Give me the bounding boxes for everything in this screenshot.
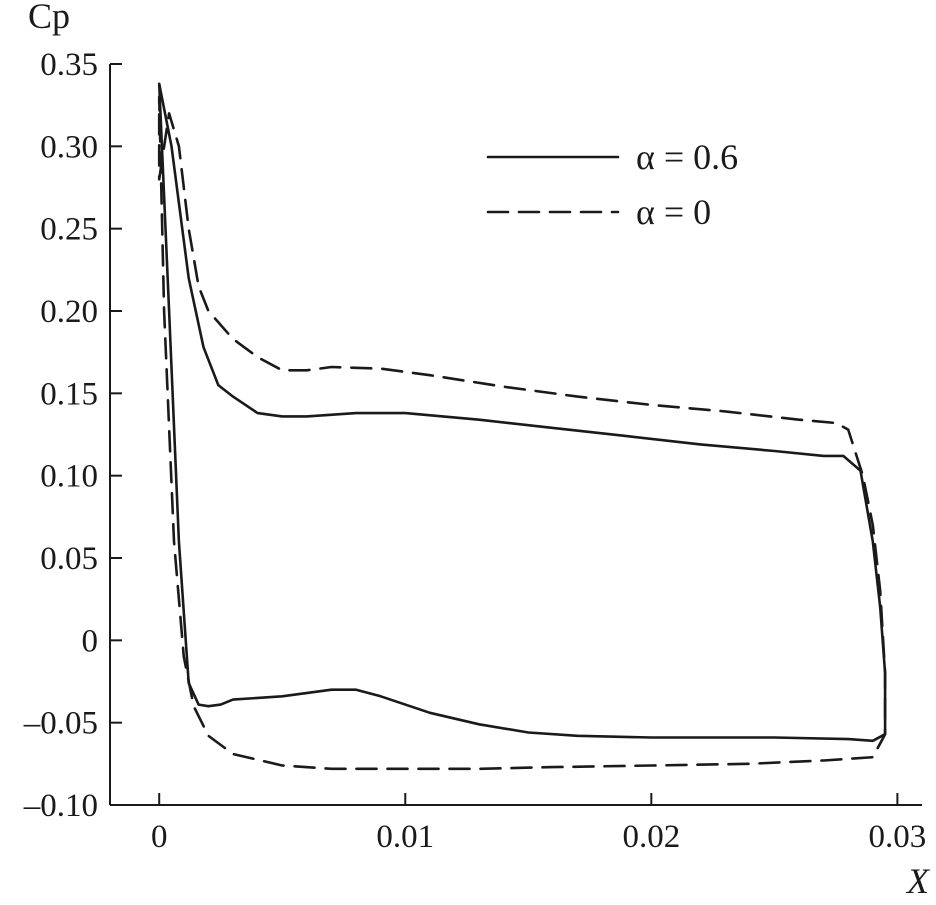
y-tick-label: –0.05 [23, 706, 98, 742]
y-tick-label: 0.30 [40, 129, 98, 165]
y-tick-label: 0.15 [40, 376, 98, 412]
y-tick-label: 0 [82, 623, 99, 659]
x-ticks: 0 0.01 0.02 0.03 [151, 793, 926, 855]
axes [109, 64, 922, 806]
legend-label-alpha-0: α = 0 [636, 192, 711, 232]
y-tick-label: 0.10 [40, 459, 98, 495]
y-axis-title: Cp [28, 0, 70, 36]
y-tick-label: –0.10 [23, 788, 98, 824]
y-tick-label: 0.25 [40, 212, 98, 248]
y-tick-label: 0.20 [40, 294, 98, 330]
x-tick-label: 0.02 [622, 819, 680, 855]
x-tick-label: 0.03 [869, 819, 927, 855]
series-line-alpha-0 [157, 95, 887, 771]
x-axis-title: X [905, 861, 931, 901]
x-tick-label: 0 [151, 819, 168, 855]
legend-label-alpha-06: α = 0.6 [636, 137, 738, 177]
series-line-alpha-06 [157, 82, 887, 743]
legend: α = 0.6 α = 0 [486, 137, 738, 232]
series-group [157, 82, 887, 771]
y-tick-label: 0.05 [40, 541, 98, 577]
y-ticks: 0.35 0.30 0.25 0.20 0.15 0.10 0.05 0 –0.05 –0.10 [23, 47, 122, 824]
x-tick-label: 0.01 [376, 819, 434, 855]
y-tick-label: 0.35 [40, 47, 98, 83]
